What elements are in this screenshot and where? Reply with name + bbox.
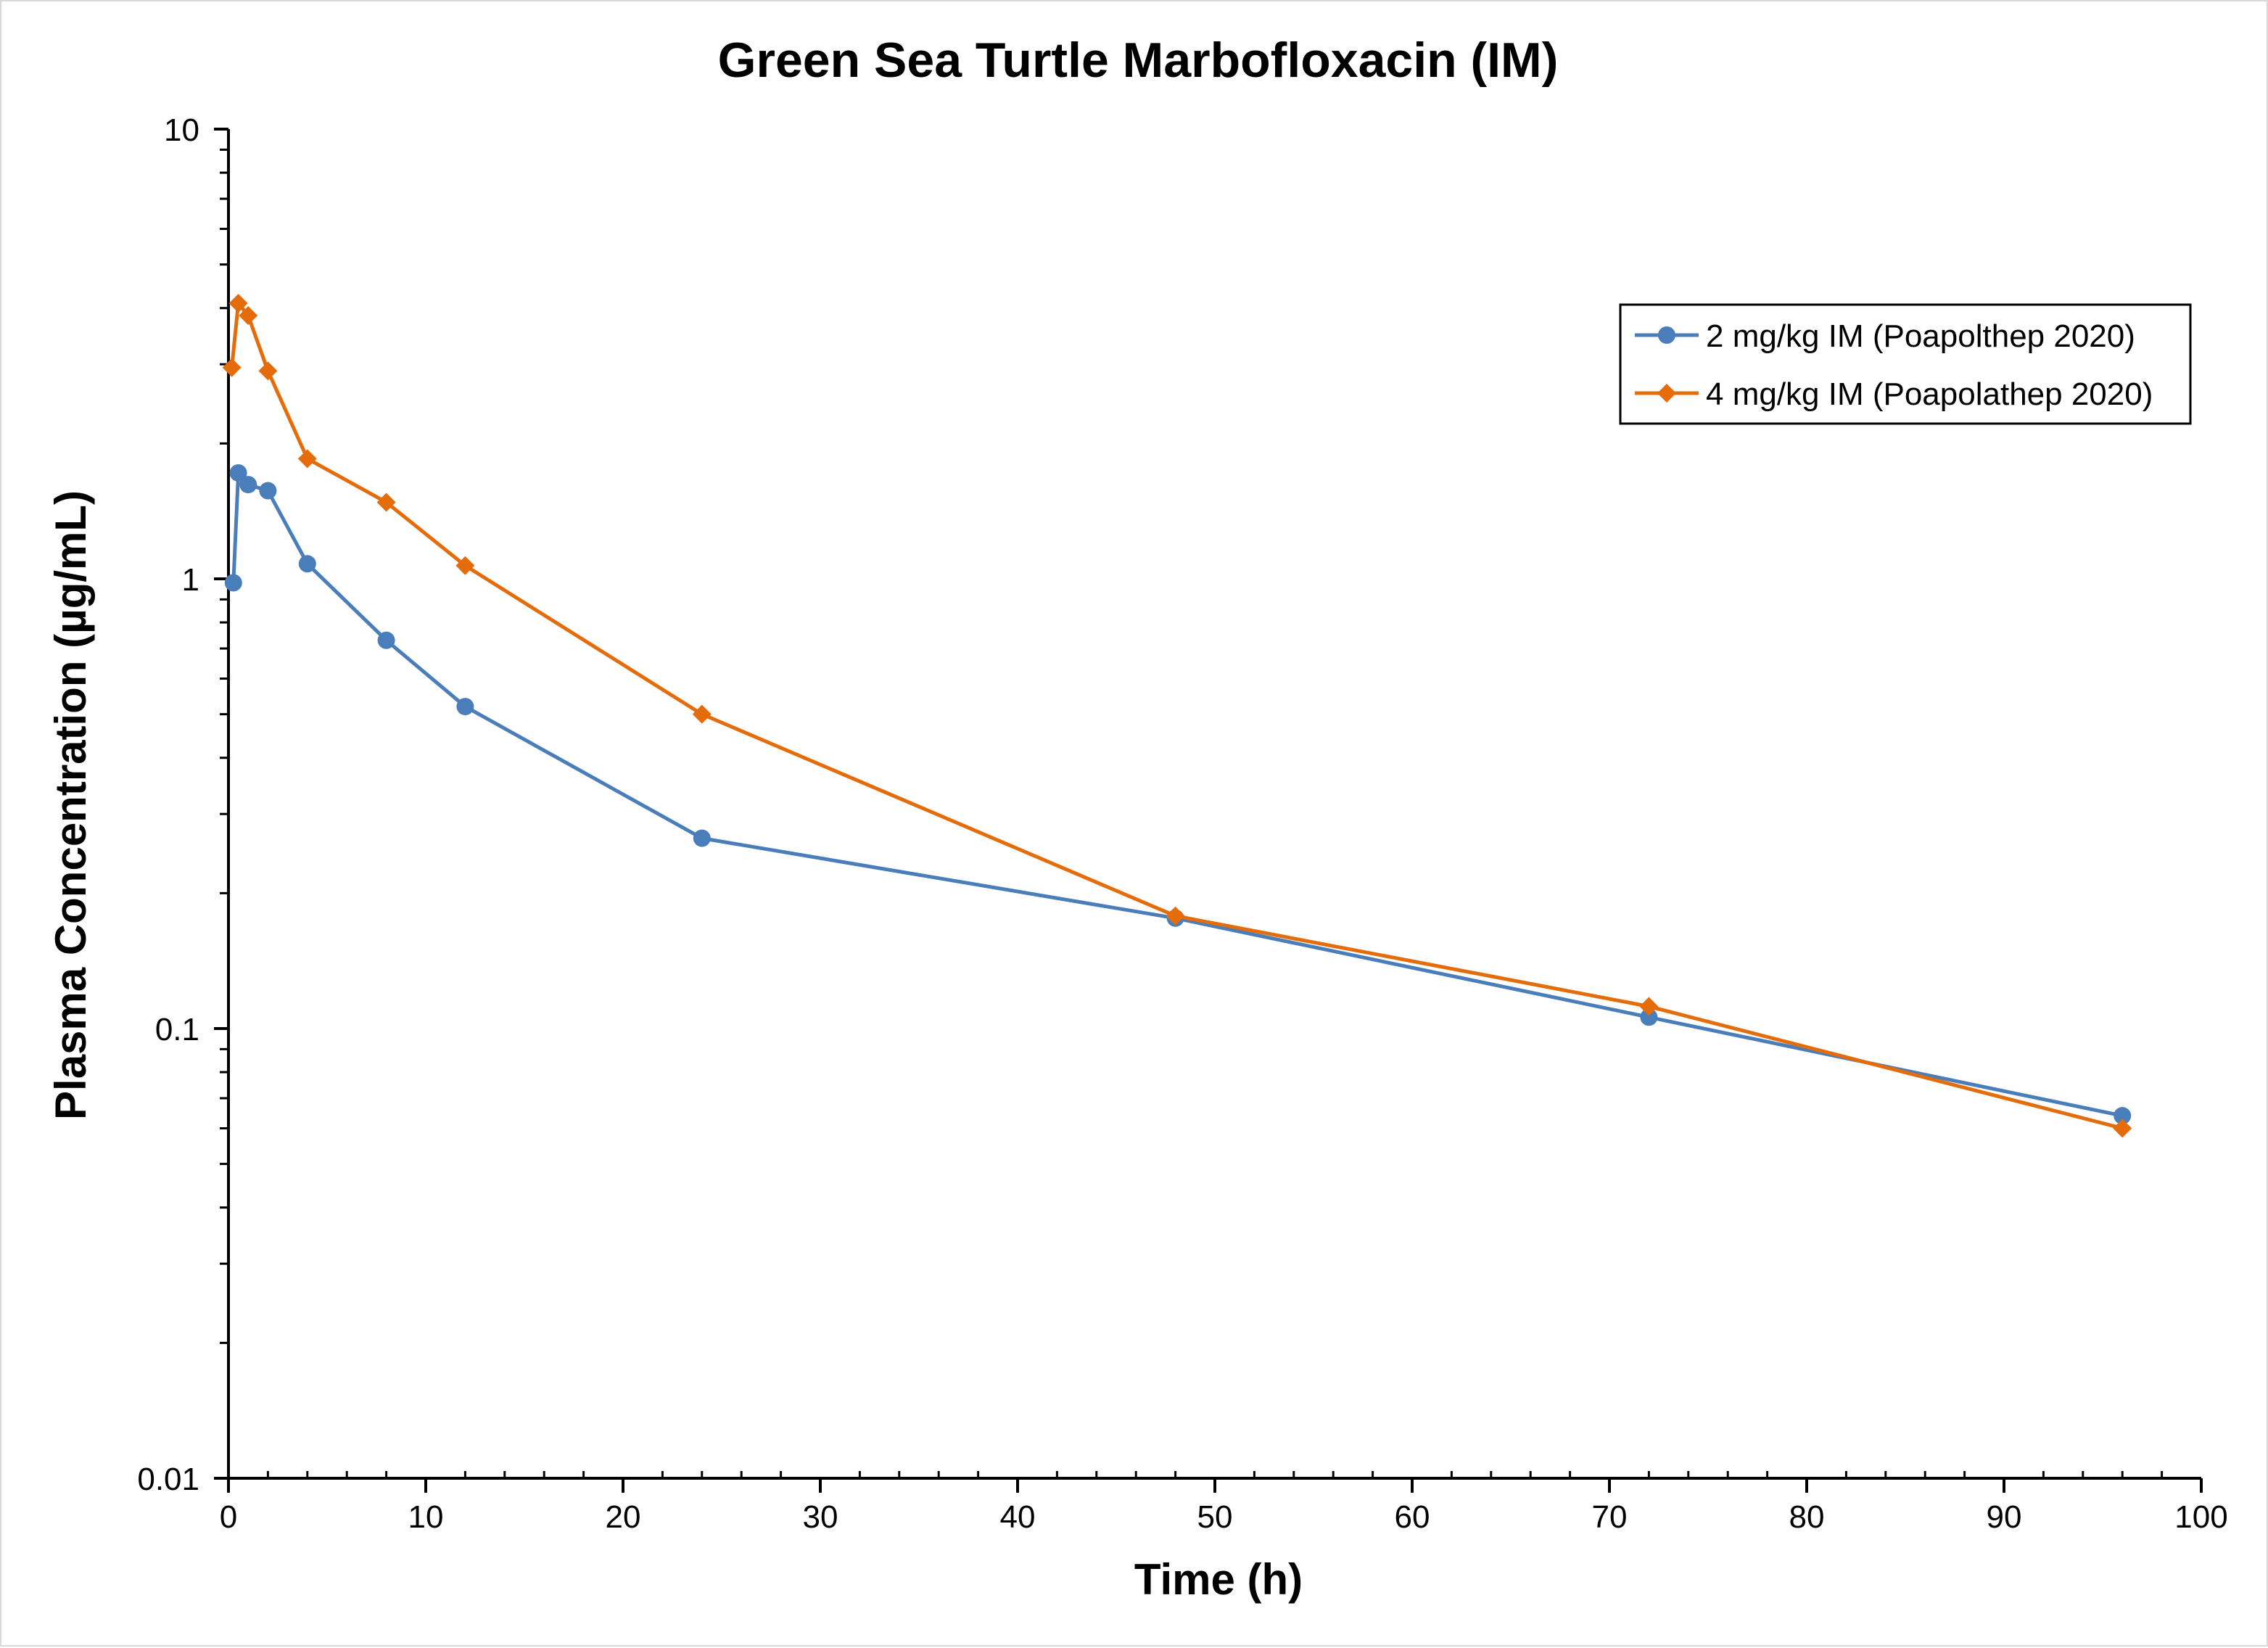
data-point-series-2	[376, 493, 396, 512]
y-tick-label: 1	[182, 562, 199, 598]
series-line-1	[231, 471, 2123, 1118]
data-point-series-1	[456, 698, 474, 716]
x-axis-title: Time (h)	[1134, 1555, 1303, 1604]
y-tick-label: 10	[164, 112, 199, 148]
data-point-series-1	[229, 464, 247, 482]
x-tick-label: 20	[606, 1499, 641, 1535]
data-point-series-2	[222, 358, 242, 377]
data-point-series-2	[455, 556, 475, 575]
chart-title: Green Sea Turtle Marbofloxacin (IM)	[718, 33, 1559, 88]
legend-box	[1619, 303, 2192, 425]
data-point-series-1	[377, 631, 395, 649]
data-point-series-1	[1640, 1008, 1658, 1026]
legend-marker-series-2	[1657, 384, 1676, 403]
data-point-series-2	[1639, 997, 1659, 1016]
x-tick-label: 60	[1395, 1499, 1430, 1535]
data-point-series-2	[239, 306, 258, 326]
data-point-series-1	[224, 574, 242, 592]
data-point-series-2	[258, 361, 278, 381]
x-tick-label: 70	[1592, 1499, 1628, 1535]
y-tick-label: 0.01	[137, 1462, 199, 1497]
x-tick-label: 10	[408, 1499, 444, 1535]
data-point-series-2	[2113, 1118, 2132, 1138]
data-point-series-1	[298, 555, 316, 573]
y-tick-label: 0.1	[155, 1012, 199, 1047]
x-tick-label: 0	[220, 1499, 237, 1535]
data-point-series-2	[692, 704, 712, 724]
legend-label-series-1: 2 mg/kg IM (Poapolthep 2020)	[1706, 318, 2135, 354]
data-point-series-1	[259, 482, 277, 500]
x-tick-label: 40	[1000, 1499, 1036, 1535]
data-point-series-1	[239, 476, 257, 494]
data-point-series-2	[297, 449, 317, 469]
x-tick-label: 30	[803, 1499, 838, 1535]
x-tick-label: 50	[1197, 1499, 1233, 1535]
legend-marker-series-1	[1658, 326, 1675, 344]
y-axis-title: Plasma Concentration (µg/mL)	[46, 490, 95, 1120]
data-point-series-1	[693, 829, 711, 847]
plot-area: 0 10 20 30 40 50 60 70 80 90 100 0.01 0.1 1 10	[137, 112, 2227, 1535]
x-tick-label: 100	[2174, 1499, 2227, 1535]
x-tick-label: 90	[1987, 1499, 2022, 1535]
data-point-series-2	[228, 294, 248, 313]
data-point-series-2	[1166, 906, 1185, 926]
legend: 2 mg/kg IM (Poapolthep 2020) 4 mg/kg IM …	[1619, 303, 2192, 425]
x-tick-label: 80	[1789, 1499, 1825, 1535]
legend-label-series-2: 4 mg/kg IM (Poapolathep 2020)	[1706, 376, 2153, 412]
series-line-2	[230, 301, 2123, 1130]
data-point-series-1	[2114, 1107, 2132, 1125]
